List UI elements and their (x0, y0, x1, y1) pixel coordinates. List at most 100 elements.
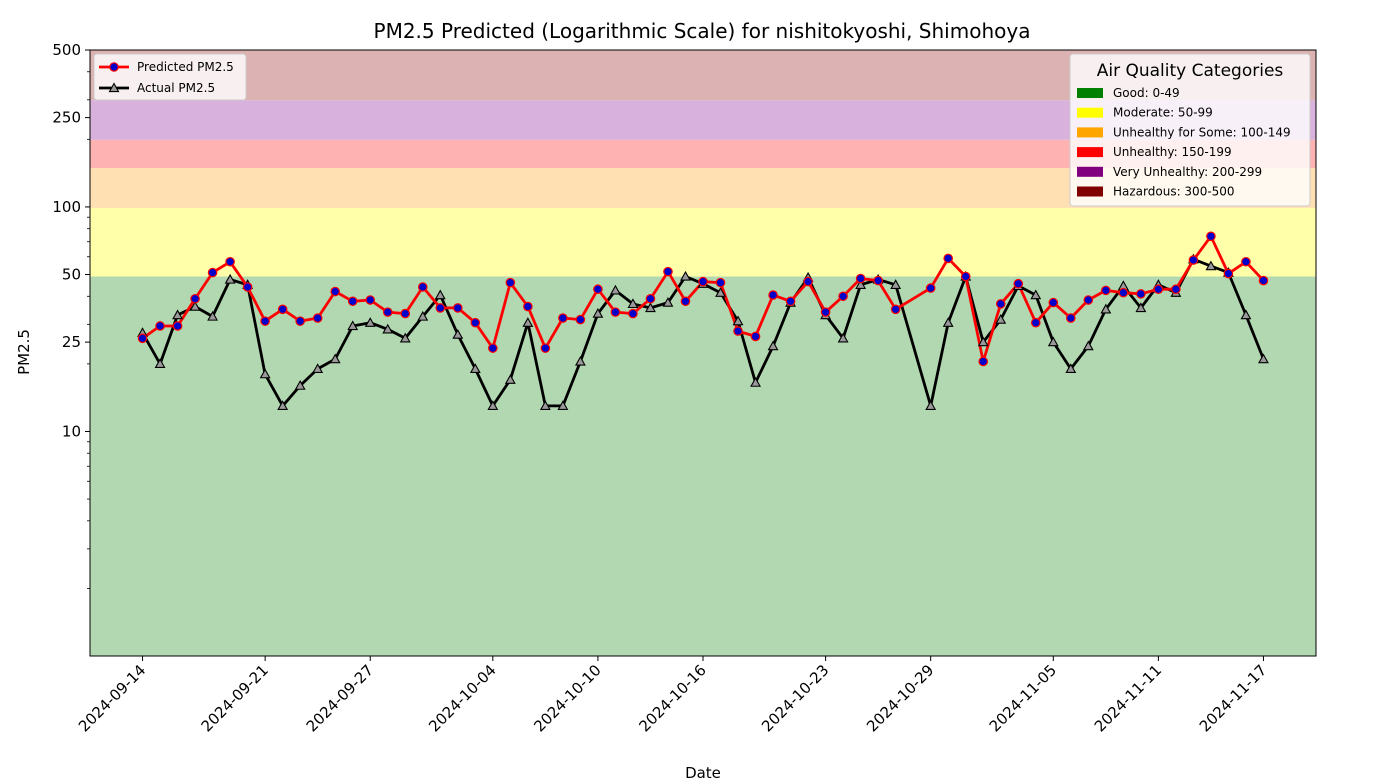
predicted-point (1188, 255, 1199, 265)
predicted-point (470, 317, 481, 328)
predicted-point (925, 283, 936, 293)
predicted-point (715, 277, 726, 288)
actual-point (259, 368, 271, 379)
actual-point (382, 323, 394, 334)
x-tick-label: 2024-10-04 (425, 661, 499, 735)
actual-point (172, 309, 184, 320)
predicted-point (523, 301, 533, 312)
series-line-1 (141, 257, 1265, 408)
predicted-point (155, 321, 165, 331)
actual-point (837, 332, 849, 343)
predicted-point (1030, 317, 1041, 328)
predicted-point (277, 304, 288, 315)
actual-point (1258, 353, 1269, 364)
x-tick-label: 2024-09-21 (198, 661, 272, 735)
actual-point (1082, 340, 1094, 351)
actual-point (995, 313, 1007, 324)
category-label-3: Unhealthy: 150-199 (1113, 145, 1232, 159)
predicted-point (680, 296, 691, 307)
actual-point (277, 400, 289, 411)
actual-point (767, 340, 779, 351)
actual-point (469, 363, 481, 374)
actual-point (189, 300, 201, 311)
legend-marker-0 (109, 62, 119, 72)
predicted-point (995, 299, 1006, 309)
predicted-point (137, 333, 148, 344)
actual-point (942, 317, 954, 327)
predicted-point (452, 303, 463, 313)
x-tick-label: 2024-11-05 (986, 661, 1060, 735)
predicted-point (855, 273, 866, 284)
actual-point (1135, 302, 1147, 313)
actual-point (1065, 363, 1077, 374)
actual-point (329, 353, 341, 364)
predicted-point (890, 304, 901, 315)
predicted-point (698, 276, 708, 287)
category-label-5: Hazardous: 300-500 (1113, 185, 1235, 199)
predicted-point (593, 284, 603, 295)
predicted-point (417, 282, 428, 292)
actual-point (557, 400, 569, 411)
actual-point (680, 270, 691, 281)
predicted-point (1048, 297, 1059, 308)
x-axis-label: Date (685, 764, 721, 782)
actual-point (487, 400, 499, 411)
predicted-point (803, 276, 813, 287)
predicted-point (558, 313, 568, 323)
legend-marker-1 (108, 82, 120, 93)
category-label-2: Unhealthy for Some: 100-149 (1113, 125, 1291, 139)
actual-point (1030, 289, 1042, 300)
predicted-point (330, 286, 340, 297)
predicted-point (1066, 313, 1076, 323)
actual-point (855, 279, 867, 289)
actual-point (890, 279, 902, 289)
predicted-point (400, 308, 411, 319)
category-swatch-5 (1077, 186, 1103, 197)
actual-point (1047, 336, 1059, 347)
predicted-point (838, 291, 848, 302)
predicted-point (978, 356, 989, 367)
y-tick-label: 25 (62, 333, 81, 351)
predicted-point (207, 267, 218, 278)
actual-point (574, 355, 586, 366)
predicted-point (750, 331, 761, 342)
actual-point (347, 320, 359, 331)
actual-point (452, 328, 464, 339)
y-axis-ticks: 10 25 50 100 250 500 (52, 41, 90, 589)
y-tick-label: 250 (52, 109, 81, 127)
predicted-point (943, 253, 953, 264)
predicted-point (1101, 285, 1111, 296)
predicted-point (1118, 287, 1129, 298)
predicted-point (733, 326, 743, 336)
category-swatch-0 (1077, 88, 1103, 98)
actual-point (364, 317, 376, 327)
x-tick-label: 2024-09-27 (303, 661, 377, 735)
series-legend: Predicted PM2.5 Actual PM2.5 (93, 53, 247, 101)
predicted-point (1223, 268, 1234, 279)
x-tick-label: 2024-10-29 (863, 661, 937, 735)
predicted-point (1013, 278, 1024, 289)
predicted-point (768, 290, 778, 300)
actual-point (224, 273, 236, 284)
chart-title: PM2.5 Predicted (Logarithmic Scale) for … (374, 19, 1031, 43)
legend-label-0: Predicted PM2.5 (137, 60, 234, 74)
actual-point (504, 374, 516, 384)
predicted-point (435, 303, 446, 313)
actual-point (1100, 303, 1112, 314)
actual-point (750, 377, 761, 387)
predicted-point (295, 316, 305, 326)
predicted-point (540, 343, 551, 353)
predicted-point (260, 316, 270, 326)
predicted-point (172, 321, 183, 331)
predicted-point (645, 293, 656, 304)
x-tick-label: 2024-11-17 (1196, 661, 1270, 735)
category-swatch-1 (1077, 107, 1103, 118)
predicted-point (242, 282, 253, 292)
actual-point (627, 298, 639, 309)
actual-point (294, 380, 306, 390)
x-tick-label: 2024-10-16 (635, 661, 709, 735)
category-swatch-3 (1077, 147, 1103, 158)
predicted-point (1171, 284, 1181, 295)
x-axis-ticks: 2024-09-14 2024-09-21 2024-09-27 2024-10-04… (75, 656, 1270, 735)
actual-point (592, 307, 604, 318)
